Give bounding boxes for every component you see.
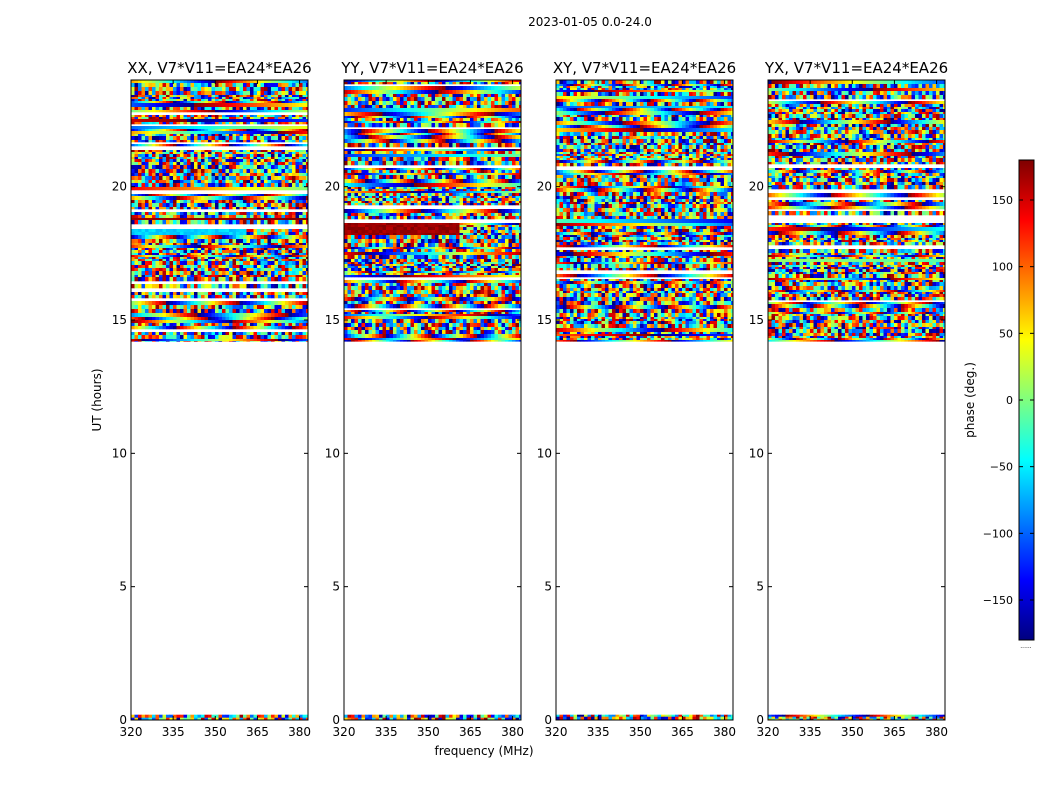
y-axis-label: UT (hours): [90, 368, 104, 431]
y-tick-label: 10: [749, 446, 764, 460]
x-tick-label: 350: [204, 725, 227, 739]
panel-frame: [767, 79, 946, 721]
colorbar-tick-label: 150: [992, 194, 1013, 207]
x-tick-label: 320: [545, 725, 568, 739]
y-tick-label: 20: [112, 180, 127, 194]
panel-frame: [343, 79, 522, 721]
panel: YX, V7*V11=EA24*EA26 320 335 350 365 380 0 5 10 1…: [749, 59, 948, 739]
colorbar-tick-label: 0: [1006, 394, 1013, 407]
x-tick-label: 320: [120, 725, 143, 739]
y-tick-label: 5: [119, 580, 127, 594]
colorbar-label: phase (deg.): [963, 362, 977, 438]
x-tick-label: 320: [757, 725, 780, 739]
x-tick-label: 335: [375, 725, 398, 739]
y-tick-label: 5: [332, 580, 340, 594]
colorbar-tick-label: 100: [992, 261, 1013, 274]
colorbar-underflow-dots: ......: [1020, 643, 1032, 650]
y-tick-label: 15: [112, 313, 127, 327]
x-tick-label: 380: [925, 725, 948, 739]
x-tick-label: 380: [501, 725, 524, 739]
panel: XY, V7*V11=EA24*EA26 320 335 350 365 380 0 5 10 1…: [537, 59, 736, 739]
panel-frame: [130, 79, 309, 721]
x-tick-label: 350: [841, 725, 864, 739]
y-tick-label: 0: [544, 713, 552, 727]
panel-title: YX, V7*V11=EA24*EA26: [764, 59, 948, 77]
colorbar-gradient: [1019, 160, 1034, 640]
y-tick-label: 0: [119, 713, 127, 727]
x-tick-label: 335: [587, 725, 610, 739]
x-tick-label: 320: [333, 725, 356, 739]
y-tick-label: 15: [537, 313, 552, 327]
x-tick-label: 365: [671, 725, 694, 739]
panel: YY, V7*V11=EA24*EA26 320 335 350 365 380 0 5 10 1…: [325, 59, 524, 739]
x-tick-label: 380: [713, 725, 736, 739]
y-tick-label: 0: [332, 713, 340, 727]
y-tick-label: 5: [756, 580, 764, 594]
y-tick-label: 20: [749, 180, 764, 194]
colorbar-tick-label: −100: [983, 527, 1013, 540]
y-tick-label: 15: [325, 313, 340, 327]
phase-heatmap: [768, 80, 945, 720]
x-tick-label: 365: [883, 725, 906, 739]
x-axis-label: frequency (MHz): [434, 744, 533, 758]
y-tick-label: 10: [537, 446, 552, 460]
y-tick-label: 10: [112, 446, 127, 460]
phase-heatmap: [131, 80, 308, 720]
panel-title: XY, V7*V11=EA24*EA26: [553, 59, 736, 77]
y-tick-label: 0: [756, 713, 764, 727]
colorbar-tick-label: −150: [983, 594, 1013, 607]
y-tick-label: 15: [749, 313, 764, 327]
panel-title: XX, V7*V11=EA24*EA26: [127, 59, 311, 77]
x-tick-label: 335: [799, 725, 822, 739]
colorbar-tick-label: 50: [999, 327, 1013, 340]
x-tick-label: 350: [629, 725, 652, 739]
x-tick-label: 365: [459, 725, 482, 739]
colorbar-tick-label: −50: [990, 461, 1013, 474]
y-tick-label: 20: [325, 180, 340, 194]
panel-title: YY, V7*V11=EA24*EA26: [340, 59, 523, 77]
x-tick-label: 350: [417, 725, 440, 739]
phase-heatmap: [344, 80, 521, 720]
panels: XX, V7*V11=EA24*EA26 320 335 350 365 380 0 5 10 1…: [112, 59, 948, 739]
x-tick-label: 365: [246, 725, 269, 739]
x-tick-label: 335: [162, 725, 185, 739]
y-tick-label: 20: [537, 180, 552, 194]
panel: XX, V7*V11=EA24*EA26 320 335 350 365 380 0 5 10 1…: [112, 59, 312, 739]
panel-frame: [555, 79, 734, 721]
figure-title: 2023-01-05 0.0-24.0: [528, 15, 652, 29]
x-tick-label: 380: [288, 725, 311, 739]
y-tick-label: 5: [544, 580, 552, 594]
y-tick-label: 10: [325, 446, 340, 460]
phase-heatmap: [556, 80, 733, 720]
colorbar: −150 −100 −50 0 50 100 150 phase (deg.) ......: [963, 159, 1035, 650]
